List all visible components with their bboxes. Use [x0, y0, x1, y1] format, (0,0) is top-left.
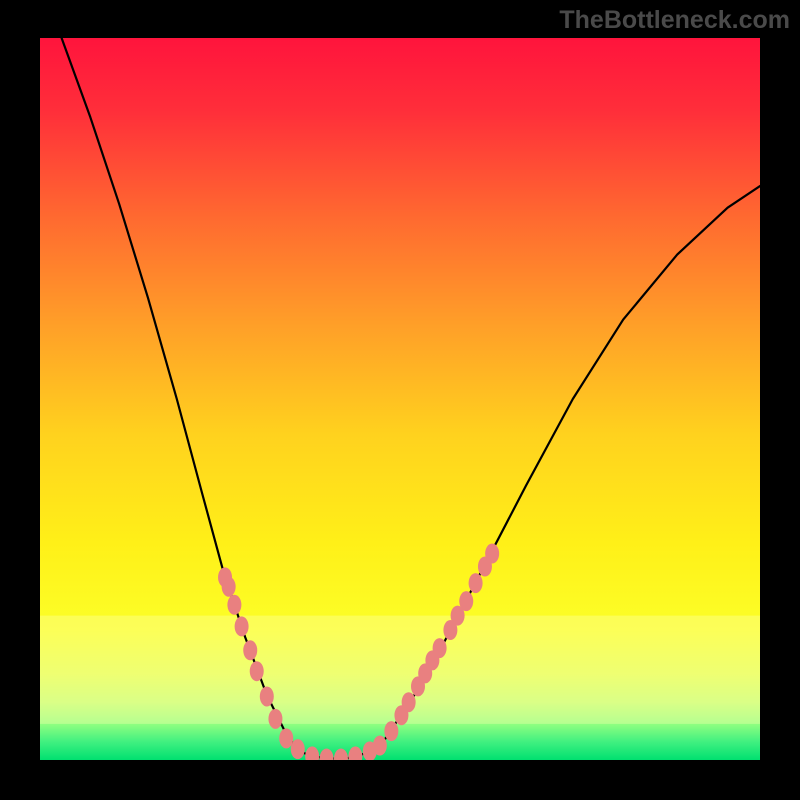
marker-dot: [373, 736, 387, 756]
marker-dot: [291, 739, 305, 759]
watermark-text: TheBottleneck.com: [559, 6, 790, 35]
marker-dot: [268, 709, 282, 729]
marker-dot: [243, 640, 257, 660]
marker-dot: [260, 686, 274, 706]
marker-dot: [279, 728, 293, 748]
plot-area: [40, 38, 760, 760]
marker-dot: [250, 661, 264, 681]
marker-dot: [384, 721, 398, 741]
marker-dot: [227, 595, 241, 615]
marker-dot: [469, 573, 483, 593]
marker-dot: [222, 577, 236, 597]
marker-dot: [433, 638, 447, 658]
marker-dot: [459, 591, 473, 611]
plot-svg: [40, 38, 760, 760]
marker-dot: [485, 544, 499, 564]
marker-dot: [402, 692, 416, 712]
chart-container: TheBottleneck.com: [0, 0, 800, 800]
marker-dot: [235, 616, 249, 636]
